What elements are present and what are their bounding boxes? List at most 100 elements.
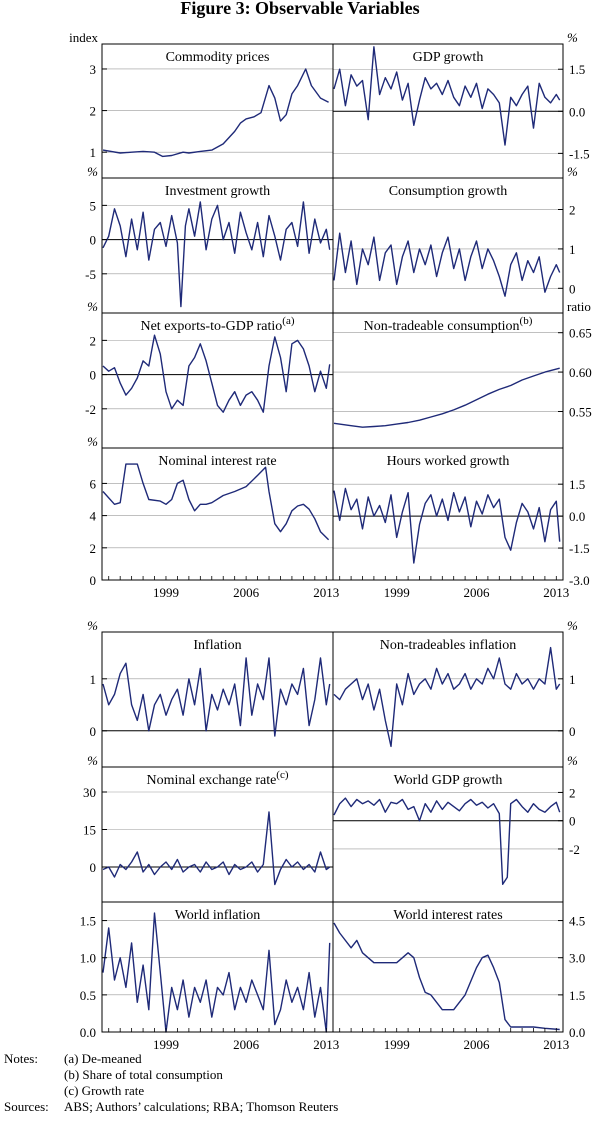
y-tick-label: 4.5 [569,914,585,929]
series-line [102,201,331,308]
y-tick-label: 2 [90,333,97,348]
unit-label: index [69,30,98,45]
note-row: (c) Growth rate [4,1083,338,1099]
y-tick-label: 0.60 [569,365,592,380]
y-tick-label: -1.5 [569,146,590,161]
unit-label: % [87,618,98,633]
y-tick-label: 1 [569,242,576,257]
figure-title: Figure 3: Observable Variables [180,0,420,18]
panel-title: Hours worked growth [387,454,510,469]
y-tick-label: 5 [90,198,97,213]
y-tick-label: 1 [569,672,576,687]
title-note: (b) [520,315,533,327]
y-tick-label: 0 [569,724,576,739]
unit-label: % [87,434,98,449]
series-line [333,797,561,885]
y-tick-label: -5 [85,267,96,282]
y-tick-label: 2 [569,785,576,800]
unit-label: % [87,164,98,179]
series-line [102,811,331,886]
panel-title: Nominal interest rate [158,454,276,469]
unit-label: % [567,164,578,179]
series-line [102,68,329,158]
panel-title: Net exports-to-GDP ratio(a) [140,315,294,334]
y-tick-label: -1.5 [569,541,590,556]
y-tick-label: 30 [83,785,96,800]
panel-title: World inflation [175,908,261,923]
note-text: ABS; Authors’ calculations; RBA; Thomson… [64,1099,339,1114]
y-tick-label: 1.5 [569,477,585,492]
note-row: Sources: ABS; Authors’ calculations; RBA;… [4,1099,338,1115]
panel-title: Consumption growth [389,184,508,199]
note-label: Notes: [4,1051,38,1066]
x-tick-label: 2013 [313,585,339,600]
y-tick-label: 0 [90,573,97,588]
y-tick-label: 0 [569,814,576,829]
series-line [102,463,330,541]
y-tick-label: 0.5 [80,988,96,1003]
y-tick-label: 0.0 [569,509,585,524]
title-note: (a) [282,315,295,327]
note-text: (c) Growth rate [64,1083,145,1098]
y-tick-label: 1.5 [569,62,585,77]
y-tick-label: -3.0 [569,573,590,588]
panel-title: Non-tradeables inflation [380,638,516,653]
y-tick-label: 0.0 [569,1025,585,1040]
x-tick-label: 1999 [153,585,179,600]
y-tick-label: 1.5 [569,988,585,1003]
panel-title: Inflation [193,638,241,653]
panel-title: World GDP growth [394,773,503,788]
x-tick-label: 1999 [153,1037,179,1052]
y-tick-label: 2 [90,104,97,119]
note-row: Notes: (a) De-meaned [4,1051,338,1067]
series-line [333,922,560,1031]
series-line [333,487,561,564]
unit-label: % [87,299,98,314]
y-tick-label: 0 [90,368,97,383]
panel-title: Nominal exchange rate(c) [146,769,288,788]
y-tick-label: 0 [90,860,97,875]
y-tick-label: 3.0 [569,951,585,966]
y-tick-label: 3 [90,62,97,77]
y-tick-label: -2 [569,842,580,857]
series-line [102,334,331,413]
title-note: (c) [276,769,289,781]
y-tick-label: 1 [90,672,97,687]
note-label: Sources: [4,1099,49,1114]
y-tick-label: 0 [569,281,576,296]
x-tick-label: 1999 [384,585,410,600]
panel-title: GDP growth [413,50,484,65]
panel-title: World interest rates [393,908,502,923]
y-tick-label: 0.0 [80,1025,96,1040]
series-line [333,646,561,748]
note-text: (a) De-meaned [64,1051,142,1066]
y-tick-label: 1.0 [80,951,96,966]
series-line [333,232,561,297]
series-line [333,367,560,428]
y-tick-label: 2 [90,541,97,556]
note-text: (b) Share of total consumption [64,1067,223,1082]
y-tick-label: 2 [569,203,576,218]
panel-title: Investment growth [165,184,270,199]
y-tick-label: 1.5 [80,914,96,929]
y-tick-label: -2 [85,402,96,417]
y-tick-label: 0.55 [569,404,592,419]
x-tick-label: 2006 [233,585,260,600]
note-row: (b) Share of total consumption [4,1067,338,1083]
unit-label: ratio [567,299,591,314]
x-tick-label: 2006 [233,1037,260,1052]
unit-label: % [87,753,98,768]
notes-block: Notes: (a) De-meaned (b) Share of total c… [4,1051,338,1115]
x-tick-label: 2006 [464,585,491,600]
y-tick-label: 0 [90,233,97,248]
y-tick-label: 1 [90,145,97,160]
x-tick-label: 2013 [543,585,569,600]
panel-title: Commodity prices [166,50,270,65]
unit-label: % [567,753,578,768]
series-line [102,657,331,737]
y-tick-label: 4 [90,509,97,524]
y-tick-label: 0.65 [569,326,592,341]
series-line [333,46,561,146]
unit-label: % [567,618,578,633]
